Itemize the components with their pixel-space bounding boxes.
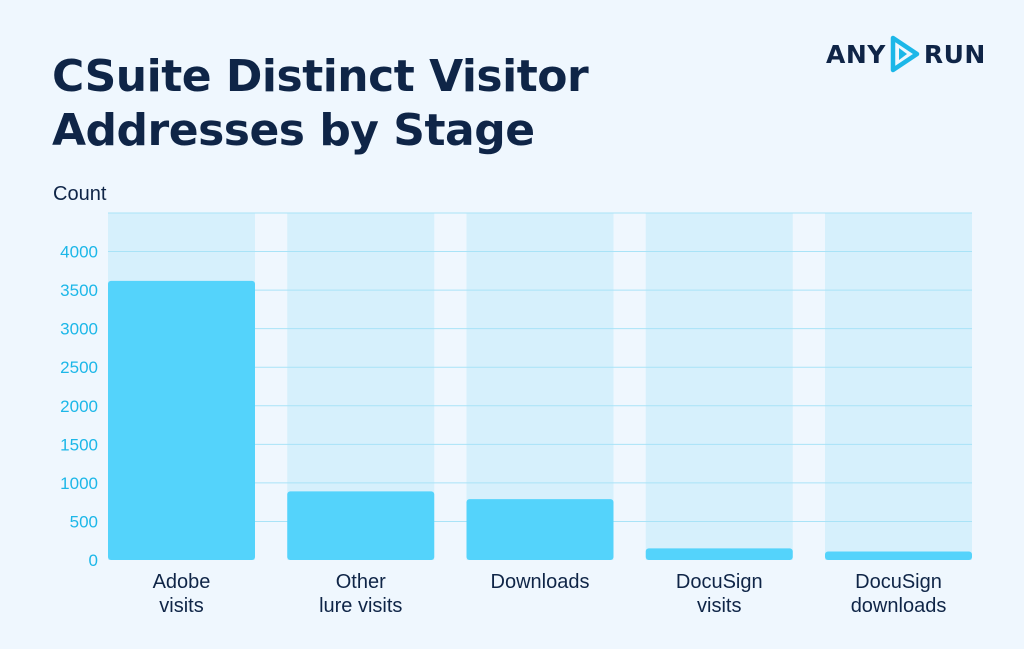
x-tick-label: Adobe visits [153, 571, 211, 617]
y-tick-label: 2000 [60, 397, 98, 416]
y-tick-label: 4000 [60, 243, 98, 262]
play-icon [890, 35, 920, 73]
bar [287, 491, 435, 560]
x-tick-label: Other lure visits [319, 571, 402, 617]
y-tick-label: 3000 [60, 320, 98, 339]
y-tick-label: 1000 [60, 474, 98, 493]
column-band [645, 213, 793, 560]
y-tick-label: 2500 [60, 358, 98, 377]
x-tick-label: Downloads [491, 571, 590, 593]
bar [645, 548, 793, 560]
y-axis-label: Count [53, 183, 107, 205]
x-tick-label: DocuSign downloads [851, 571, 947, 617]
logo-text-left: ANY [826, 39, 886, 69]
chart-title: CSuite Distinct Visitor Addresses by Sta… [52, 51, 589, 156]
logo-text-right: RUN [923, 39, 986, 69]
y-tick-label: 3500 [60, 281, 98, 300]
y-tick-label: 0 [89, 551, 98, 570]
y-tick-label: 1500 [60, 435, 98, 454]
bar [108, 280, 255, 560]
y-tick-label: 500 [70, 512, 98, 531]
column-band [825, 213, 972, 560]
bar [466, 499, 614, 560]
x-tick-label: DocuSign visits [676, 571, 763, 617]
anyrun-logo: ANY RUN [826, 34, 986, 74]
bar [825, 551, 972, 560]
